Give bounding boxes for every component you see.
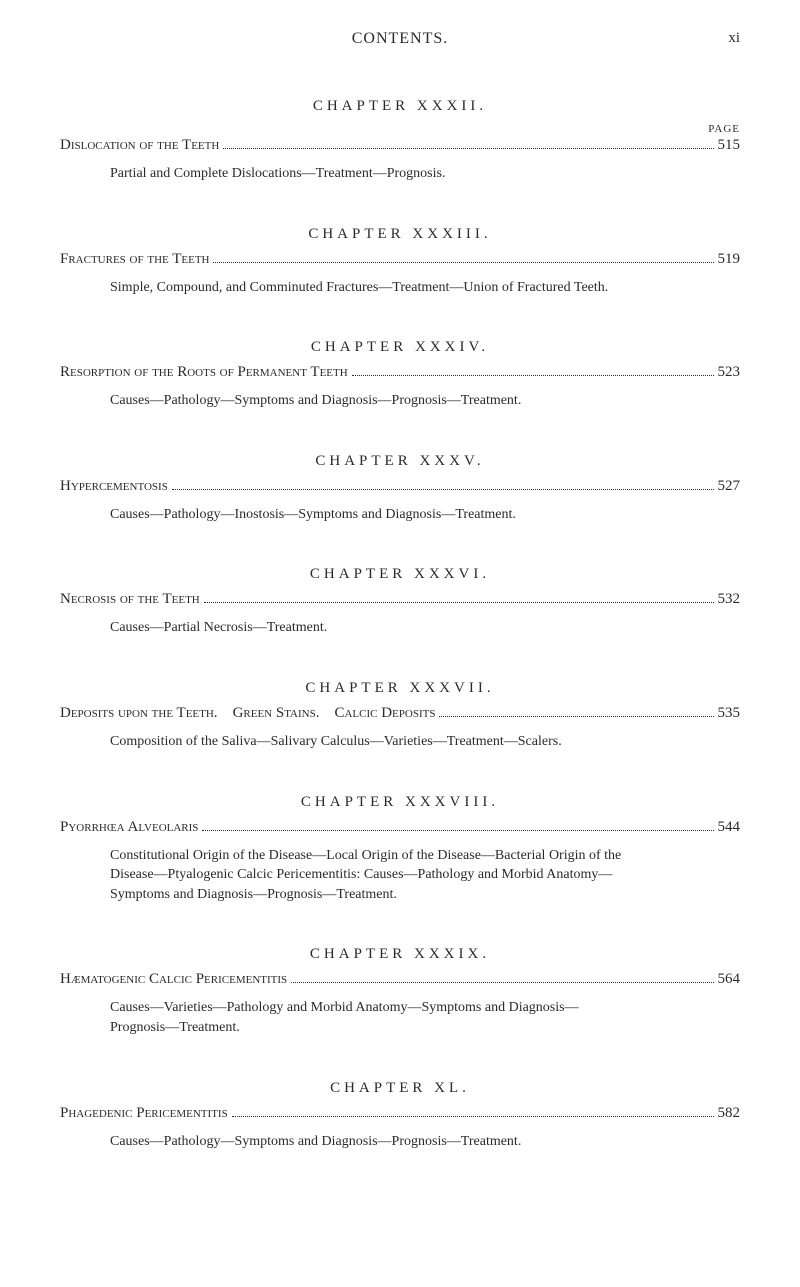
entry-title: Pyorrhœa Alveolaris <box>60 819 198 836</box>
chapter-section: CHAPTER XXXVIII. Pyorrhœa Alveolaris 544 Co… <box>60 794 740 905</box>
leader-dots <box>291 982 713 983</box>
toc-entry-row: Resorption of the Roots of Permanent Tee… <box>60 364 740 381</box>
chapter-section: CHAPTER XXXIX. Hæmatogenic Calcic Pericem… <box>60 946 740 1037</box>
entry-page-number: 564 <box>718 971 741 988</box>
chapter-heading: CHAPTER XXXVI. <box>60 566 740 583</box>
chapter-section: CHAPTER XL. Phagedenic Pericementitis 582 C… <box>60 1080 740 1152</box>
entry-page-number: 519 <box>718 251 741 268</box>
entry-title: Phagedenic Pericementitis <box>60 1105 228 1122</box>
chapter-description: Causes—Partial Necrosis—Treatment. <box>110 618 630 638</box>
leader-dots <box>172 489 714 490</box>
toc-entry-row: Deposits upon the Teeth. Green Stains. C… <box>60 705 740 722</box>
chapter-description: Simple, Compound, and Comminuted Fractur… <box>110 278 630 298</box>
chapter-description: Causes—Pathology—Inostosis—Symptoms and … <box>110 505 630 525</box>
toc-entry-row: Pyorrhœa Alveolaris 544 <box>60 819 740 836</box>
toc-entry-row: Hæmatogenic Calcic Pericementitis 564 <box>60 971 740 988</box>
leader-dots <box>232 1116 714 1117</box>
chapter-heading: CHAPTER XXXIII. <box>60 226 740 243</box>
chapter-section: CHAPTER XXXVI. Necrosis of the Teeth 532 Ca… <box>60 566 740 638</box>
chapter-description: Causes—Pathology—Symptoms and Diagnosis—… <box>110 391 630 411</box>
entry-page-number: 527 <box>718 478 741 495</box>
chapter-description: Partial and Complete Dislocations—Treatm… <box>110 164 630 184</box>
entry-title: Hæmatogenic Calcic Pericementitis <box>60 971 287 988</box>
chapter-heading: CHAPTER XXXVII. <box>60 680 740 697</box>
leader-dots <box>439 716 713 717</box>
entry-page-number: 515 <box>718 137 741 154</box>
entry-title: Dislocation of the Teeth <box>60 137 219 154</box>
page-header: CONTENTS. xi <box>60 30 740 48</box>
chapter-section: CHAPTER XXXVII. Deposits upon the Teeth. … <box>60 680 740 752</box>
toc-entry-row: Dislocation of the Teeth 515 <box>60 137 740 154</box>
leader-dots <box>223 148 713 149</box>
leader-dots <box>202 830 713 831</box>
toc-entry-row: Hypercementosis 527 <box>60 478 740 495</box>
toc-entry-row: Fractures of the Teeth 519 <box>60 251 740 268</box>
chapter-description: Constitutional Origin of the Disease—Loc… <box>110 846 630 905</box>
entry-title: Fractures of the Teeth <box>60 251 209 268</box>
leader-dots <box>352 375 714 376</box>
entry-title: Necrosis of the Teeth <box>60 591 200 608</box>
chapters-container: CHAPTER XXXII. PAGE Dislocation of the Tee… <box>60 98 740 1151</box>
entry-page-number: 523 <box>718 364 741 381</box>
toc-entry-row: Necrosis of the Teeth 532 <box>60 591 740 608</box>
entry-page-number: 582 <box>718 1105 741 1122</box>
chapter-heading: CHAPTER XXXVIII. <box>60 794 740 811</box>
chapter-section: CHAPTER XXXII. PAGE Dislocation of the Tee… <box>60 98 740 184</box>
entry-title: Deposits upon the Teeth. Green Stains. C… <box>60 705 435 722</box>
chapter-description: Causes—Varieties—Pathology and Morbid An… <box>110 998 630 1037</box>
page-number: xi <box>728 30 740 47</box>
entry-page-number: 544 <box>718 819 741 836</box>
entry-page-number: 535 <box>718 705 741 722</box>
chapter-heading: CHAPTER XL. <box>60 1080 740 1097</box>
page-column-label: PAGE <box>60 123 740 135</box>
header-title: CONTENTS. <box>60 30 740 48</box>
chapter-heading: CHAPTER XXXII. <box>60 98 740 115</box>
chapter-section: CHAPTER XXXV. Hypercementosis 527 Causes—Pa… <box>60 453 740 525</box>
entry-title: Hypercementosis <box>60 478 168 495</box>
toc-entry-row: Phagedenic Pericementitis 582 <box>60 1105 740 1122</box>
chapter-heading: CHAPTER XXXIX. <box>60 946 740 963</box>
leader-dots <box>204 602 714 603</box>
leader-dots <box>213 262 713 263</box>
chapter-description: Composition of the Saliva—Salivary Calcu… <box>110 732 630 752</box>
chapter-description: Causes—Pathology—Symptoms and Diagnosis—… <box>110 1132 630 1152</box>
chapter-section: CHAPTER XXXIII. Fractures of the Teeth 519… <box>60 226 740 298</box>
chapter-heading: CHAPTER XXXIV. <box>60 339 740 356</box>
entry-title: Resorption of the Roots of Permanent Tee… <box>60 364 348 381</box>
chapter-section: CHAPTER XXXIV. Resorption of the Roots of… <box>60 339 740 411</box>
chapter-heading: CHAPTER XXXV. <box>60 453 740 470</box>
entry-page-number: 532 <box>718 591 741 608</box>
